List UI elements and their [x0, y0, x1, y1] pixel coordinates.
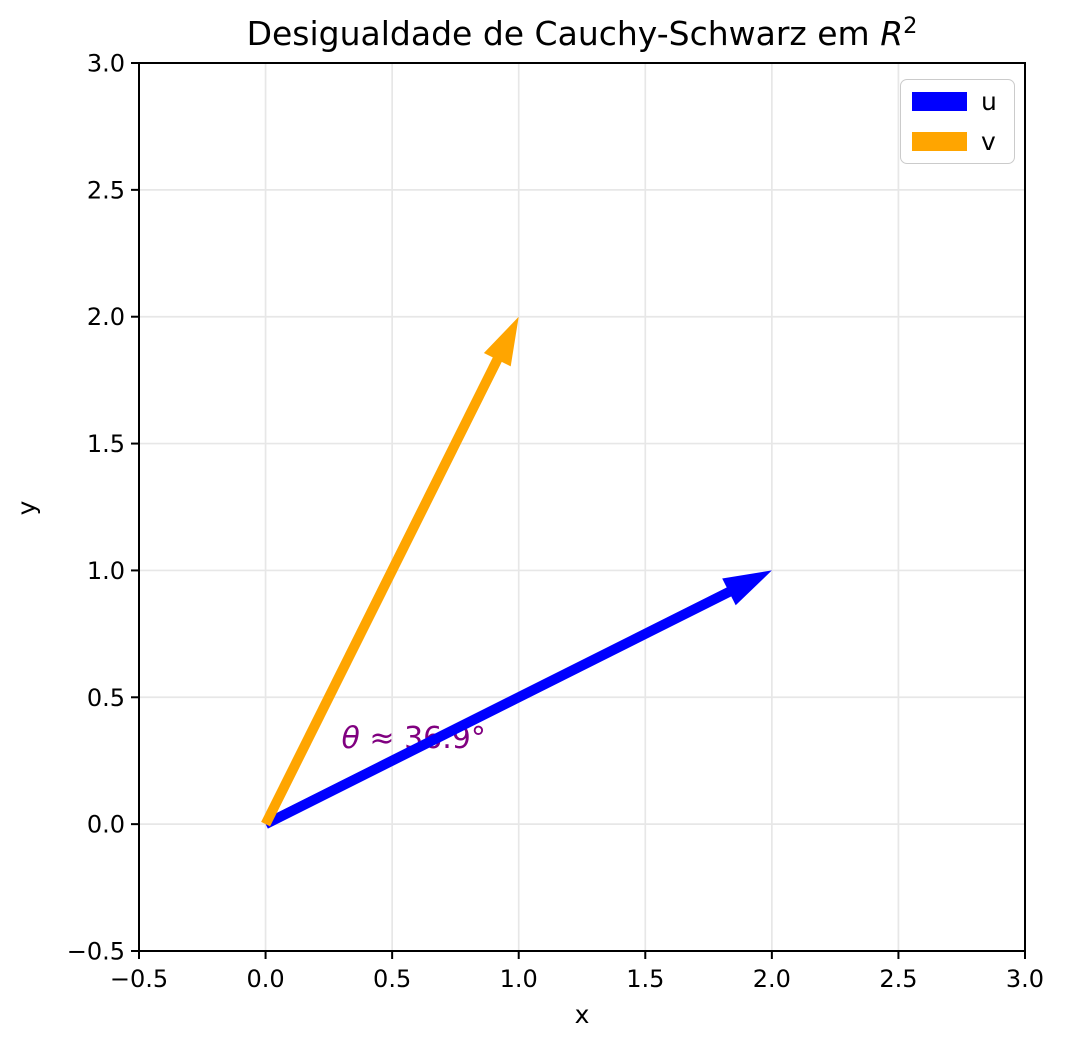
- x-tick-label: 1.0: [500, 965, 538, 993]
- legend-label-v: v: [981, 127, 996, 156]
- legend-label-u: u: [981, 87, 997, 116]
- legend-item-u: u: [912, 89, 1003, 114]
- x-tick-label: 3.0: [1006, 965, 1044, 993]
- legend-swatch-u: [912, 92, 967, 111]
- y-tick-label: 2.0: [87, 303, 125, 331]
- y-tick-label: 0.0: [87, 811, 125, 839]
- y-tick-label: 2.5: [87, 176, 125, 204]
- x-tick-label: 2.5: [879, 965, 917, 993]
- legend: u v: [900, 79, 1015, 164]
- theta-symbol: θ: [342, 721, 360, 756]
- x-tick-label: −0.5: [110, 965, 168, 993]
- y-tick-label: −0.5: [67, 938, 125, 966]
- y-tick-label: 3.0: [87, 50, 125, 78]
- x-tick-label: 1.5: [626, 965, 664, 993]
- vector-u-head: [722, 570, 772, 606]
- x-axis-label: x: [574, 1000, 590, 1029]
- x-tick-label: 0.5: [373, 965, 411, 993]
- vector-u-shaft: [263, 586, 734, 829]
- y-tick-label: 1.0: [87, 557, 125, 585]
- vector-v-head: [483, 316, 519, 367]
- legend-swatch-v: [912, 132, 967, 151]
- title-superscript: 2: [903, 13, 918, 39]
- y-tick-label: 1.5: [87, 430, 125, 458]
- vector-v-shaft: [261, 354, 504, 827]
- x-tick-label: 2.0: [753, 965, 791, 993]
- y-tick-label: 0.5: [87, 684, 125, 712]
- x-tick-label: 0.0: [246, 965, 284, 993]
- axes-spines: [138, 62, 1026, 952]
- chart-title: Desigualdade de Cauchy-Schwarz em R2: [139, 12, 1025, 54]
- legend-item-v: v: [912, 129, 1003, 154]
- title-math-r: R: [880, 14, 904, 53]
- title-text: Desigualdade de Cauchy-Schwarz em: [246, 14, 881, 53]
- y-axis-label: y: [12, 500, 41, 516]
